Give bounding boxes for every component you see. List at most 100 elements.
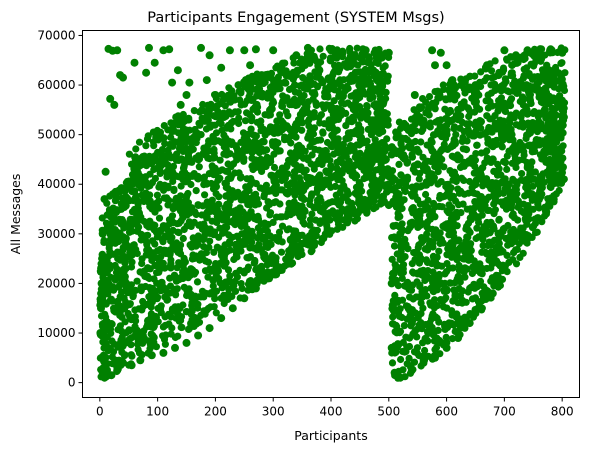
scatter-point	[442, 115, 450, 123]
scatter-point	[173, 66, 182, 75]
scatter-point	[550, 134, 558, 142]
scatter-point	[241, 117, 250, 125]
scatter-point	[182, 338, 191, 347]
scatter-point	[293, 142, 301, 151]
scatter-point	[242, 76, 250, 84]
scatter-point	[161, 157, 169, 165]
scatter-point	[532, 126, 541, 134]
scatter-point	[156, 180, 164, 188]
scatter-point	[354, 131, 362, 139]
scatter-point	[315, 156, 323, 165]
scatter-point	[119, 251, 127, 259]
scatter-point	[274, 73, 282, 81]
scatter-point	[397, 355, 405, 364]
scatter-point	[374, 59, 382, 67]
scatter-point	[392, 235, 400, 243]
scatter-point	[461, 248, 469, 256]
scatter-point	[165, 220, 174, 228]
scatter-point	[106, 247, 114, 256]
scatter-point	[409, 295, 417, 303]
y-axis: 0 10000 20000 30000 40000 50000 60000 70000	[37, 28, 83, 390]
scatter-point	[332, 210, 341, 218]
scatter-point	[446, 264, 454, 272]
scatter-point	[225, 218, 233, 226]
scatter-point	[180, 125, 188, 133]
scatter-point	[150, 206, 158, 214]
scatter-point	[407, 190, 416, 199]
scatter-point	[182, 138, 190, 146]
scatter-point	[127, 351, 135, 359]
scatter-point	[247, 175, 255, 183]
scatter-point	[425, 93, 434, 101]
scatter-point	[155, 197, 163, 205]
scatter-point	[451, 327, 459, 336]
scatter-point	[209, 154, 217, 162]
x-tick-label: 100	[146, 405, 169, 419]
scatter-point	[501, 175, 509, 183]
scatter-point	[414, 217, 422, 226]
scatter-point	[503, 165, 511, 173]
scatter-point	[541, 84, 549, 92]
scatter-point	[368, 171, 376, 179]
scatter-point	[284, 135, 292, 144]
scatter-point	[220, 113, 228, 121]
scatter-point	[441, 270, 449, 278]
scatter-point	[343, 219, 351, 227]
scatter-point	[558, 59, 566, 67]
scatter-point	[442, 343, 451, 352]
scatter-point	[403, 136, 412, 144]
scatter-point	[192, 187, 200, 195]
scatter-point	[510, 236, 519, 244]
scatter-point	[558, 175, 567, 184]
scatter-point	[530, 142, 538, 150]
scatter-point	[550, 105, 558, 114]
scatter-point	[172, 291, 180, 299]
scatter-point	[248, 113, 256, 121]
scatter-point	[278, 102, 286, 110]
scatter-point	[175, 204, 183, 212]
scatter-point	[494, 71, 503, 80]
scatter-point	[294, 246, 302, 254]
scatter-point	[467, 216, 475, 224]
scatter-point	[243, 225, 251, 233]
scatter-point	[320, 104, 328, 113]
scatter-point	[315, 66, 324, 75]
scatter-point	[308, 246, 316, 255]
scatter-point	[161, 340, 169, 348]
scatter-point	[423, 222, 431, 230]
scatter-point	[459, 100, 468, 109]
scatter-point	[134, 227, 142, 235]
scatter-point	[158, 278, 166, 286]
scatter-point	[379, 120, 387, 129]
scatter-point	[448, 76, 457, 85]
scatter-point	[424, 105, 432, 114]
scatter-point	[487, 67, 496, 75]
scatter-point	[356, 149, 364, 157]
scatter-point	[486, 115, 494, 123]
scatter-point	[405, 354, 413, 362]
scatter-point	[139, 153, 147, 161]
scatter-point	[455, 261, 463, 270]
scatter-point	[228, 292, 236, 300]
scatter-point	[460, 176, 468, 184]
scatter-point	[166, 170, 174, 178]
scatter-point	[205, 324, 214, 333]
scatter-point	[171, 333, 179, 342]
scatter-point	[469, 132, 477, 140]
scatter-point	[398, 204, 406, 213]
scatter-point	[219, 216, 227, 224]
scatter-point	[228, 187, 236, 195]
scatter-point	[347, 92, 355, 100]
scatter-point	[255, 149, 263, 157]
scatter-point	[442, 61, 451, 70]
scatter-point	[203, 148, 211, 156]
scatter-point	[185, 158, 193, 166]
scatter-point	[356, 93, 364, 101]
scatter-point	[419, 358, 428, 367]
scatter-point	[327, 172, 335, 180]
scatter-point	[392, 266, 400, 274]
scatter-point	[285, 205, 293, 213]
scatter-point	[188, 307, 196, 315]
scatter-point	[407, 363, 415, 371]
scatter-point	[269, 259, 277, 267]
